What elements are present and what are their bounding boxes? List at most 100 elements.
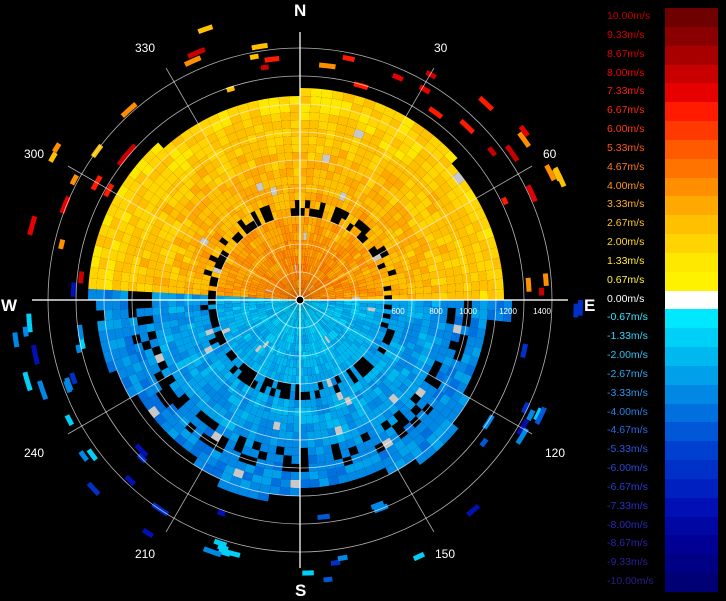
velocity-cell — [265, 452, 276, 462]
velocity-cell — [288, 300, 297, 303]
velocity-cell — [286, 423, 294, 432]
legend-swatch — [665, 234, 718, 254]
velocity-cell — [144, 201, 156, 214]
velocity-cell — [194, 320, 204, 328]
velocity-cell — [323, 314, 332, 320]
velocity-cell — [405, 439, 419, 453]
velocity-cell — [260, 316, 269, 322]
velocity-cell — [142, 150, 156, 164]
velocity-cell — [346, 118, 359, 129]
velocity-cell — [240, 249, 250, 258]
velocity-cell — [308, 455, 318, 464]
velocity-cell — [303, 302, 310, 308]
velocity-cell — [457, 193, 470, 206]
velocity-cell — [139, 378, 152, 390]
velocity-cell — [257, 267, 266, 275]
velocity-cell — [357, 334, 366, 342]
velocity-cell — [309, 342, 314, 351]
velocity-cell — [455, 308, 464, 318]
outer-echo-cell — [525, 184, 538, 203]
velocity-cell — [189, 367, 200, 378]
velocity-cell — [343, 304, 352, 309]
velocity-cell — [287, 317, 292, 326]
velocity-cell — [305, 256, 310, 265]
velocity-cell — [468, 355, 479, 368]
velocity-cell — [394, 130, 407, 143]
velocity-cell — [353, 350, 363, 360]
velocity-cell — [447, 291, 456, 300]
velocity-cell — [232, 164, 244, 176]
velocity-cell — [417, 353, 428, 364]
velocity-cell — [300, 288, 304, 297]
velocity-cell — [259, 280, 268, 286]
velocity-cell — [420, 427, 433, 440]
velocity-cell — [309, 306, 317, 312]
velocity-cell — [236, 380, 246, 391]
velocity-cell — [241, 471, 254, 482]
velocity-cell — [274, 319, 282, 327]
velocity-cell — [272, 354, 279, 364]
velocity-cell — [319, 318, 327, 326]
velocity-cell — [319, 218, 326, 228]
velocity-cell — [439, 307, 448, 316]
velocity-cell — [264, 321, 273, 328]
velocity-cell — [431, 229, 443, 240]
velocity-cell — [311, 296, 320, 299]
velocity-cell — [174, 433, 187, 447]
velocity-cell — [286, 375, 293, 384]
velocity-cell — [224, 300, 233, 304]
velocity-cell — [310, 325, 315, 334]
velocity-cell — [160, 179, 173, 192]
velocity-cell — [283, 306, 291, 312]
velocity-cell — [154, 353, 165, 364]
velocity-cell — [319, 169, 328, 179]
velocity-cell — [301, 303, 306, 311]
velocity-cell — [168, 147, 182, 161]
velocity-cell — [407, 356, 418, 366]
velocity-cell — [413, 318, 423, 326]
velocity-cell — [341, 283, 351, 289]
outer-echo-cell — [264, 56, 280, 63]
legend-label: 10.00m/s — [607, 10, 651, 22]
velocity-cell — [382, 212, 393, 223]
velocity-cell — [430, 278, 440, 287]
velocity-cell — [452, 324, 462, 335]
velocity-cell — [206, 455, 219, 468]
velocity-cell — [405, 147, 419, 161]
velocity-cell — [386, 144, 399, 156]
velocity-cell — [294, 399, 300, 408]
velocity-cell — [399, 404, 411, 416]
velocity-cell — [365, 314, 375, 320]
velocity-cell — [249, 166, 260, 177]
velocity-cell — [325, 170, 335, 181]
velocity-cell — [181, 439, 195, 453]
velocity-cell — [318, 177, 326, 187]
velocity-cell — [420, 347, 431, 357]
radar-ppi-plot[interactable]: 600 800 1000 1200 1400 — [0, 0, 600, 600]
velocity-cell — [269, 485, 281, 495]
velocity-cell — [294, 311, 298, 320]
velocity-cell — [300, 176, 307, 185]
velocity-cell — [367, 288, 376, 293]
velocity-cell — [304, 319, 308, 328]
velocity-cell — [327, 294, 336, 298]
velocity-cell — [389, 314, 399, 321]
velocity-cell — [469, 317, 480, 329]
velocity-cell — [390, 368, 401, 379]
velocity-cell — [291, 248, 296, 257]
velocity-cell — [244, 126, 256, 137]
velocity-cell — [314, 152, 324, 162]
velocity-cell — [383, 290, 392, 296]
velocity-cell — [397, 315, 407, 323]
velocity-cell — [393, 330, 403, 339]
velocity-cell — [431, 285, 440, 294]
velocity-cell — [350, 383, 359, 394]
velocity-cell — [415, 300, 424, 307]
velocity-cell — [310, 291, 319, 296]
velocity-cell — [353, 240, 363, 250]
velocity-cell — [150, 225, 162, 237]
velocity-cell — [294, 248, 298, 257]
velocity-cell — [302, 291, 309, 298]
velocity-cell — [272, 294, 281, 297]
velocity-cell — [360, 157, 371, 169]
